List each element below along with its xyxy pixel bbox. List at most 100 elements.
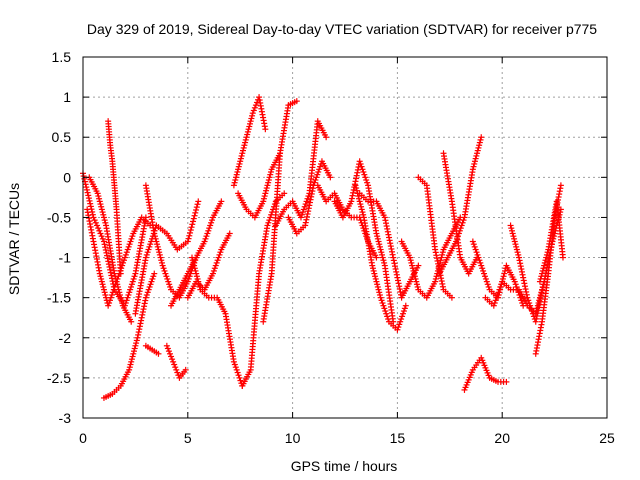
data-point-interp <box>375 286 382 293</box>
data-point-interp <box>498 281 505 288</box>
data-point <box>415 262 422 269</box>
data-point-interp <box>100 214 107 221</box>
y-tick-label: -3 <box>59 410 72 426</box>
data-point-interp <box>471 160 478 167</box>
data-point <box>184 278 191 285</box>
data-point-interp <box>164 275 171 282</box>
data-point-interp <box>479 265 486 272</box>
data-point-interp <box>130 350 137 357</box>
data-point-interp <box>481 270 488 277</box>
data-point <box>188 254 195 261</box>
data-point-interp <box>131 345 138 352</box>
data-point-interp <box>315 168 322 175</box>
data-point-interp <box>381 259 388 266</box>
data-point-interp <box>376 289 383 296</box>
data-point-interp <box>510 233 517 240</box>
data-point <box>170 358 177 365</box>
data-point-interp <box>130 275 137 282</box>
data-point <box>163 342 170 349</box>
data-point-interp <box>362 174 369 181</box>
data-point-interp <box>313 174 320 181</box>
data-point-interp <box>355 193 362 200</box>
data-point-interp <box>384 313 391 320</box>
data-point-interp <box>194 275 201 282</box>
data-point <box>536 278 543 285</box>
data-point-interp <box>95 225 102 232</box>
data-point-interp <box>459 219 466 226</box>
data-point-interp <box>190 218 197 225</box>
data-point-interp <box>103 249 110 256</box>
data-point-interp <box>363 177 370 184</box>
data-point-interp <box>155 246 162 253</box>
data-point <box>352 182 359 189</box>
data-point-interp <box>124 246 131 253</box>
data-point-interp <box>105 258 112 265</box>
axis-ticks <box>82 56 608 419</box>
data-point <box>94 190 101 197</box>
data-point <box>281 190 288 197</box>
data-point-interp <box>173 366 180 373</box>
data-point-interp <box>408 259 415 266</box>
data-point-interp <box>242 136 249 143</box>
data-point-interp <box>101 217 108 224</box>
y-tick-label: -1 <box>59 250 72 266</box>
data-point-interp <box>107 269 114 276</box>
data-point-interp <box>108 272 115 279</box>
data-point-interp <box>128 281 135 288</box>
data-point-interp <box>472 155 479 162</box>
data-point <box>201 238 208 245</box>
data-point-interp <box>357 160 364 167</box>
data-point-interp <box>237 155 244 162</box>
data-point-interp <box>409 265 416 272</box>
data-point-interp <box>99 281 106 288</box>
data-point-interp <box>433 273 440 280</box>
data-point <box>377 294 384 301</box>
data-point-interp <box>102 244 109 251</box>
data-point <box>373 254 380 261</box>
data-point-interp <box>529 308 536 315</box>
data-point <box>117 270 124 277</box>
data-point-interp <box>131 348 138 355</box>
data-point-interp <box>302 201 309 208</box>
data-point-interp <box>376 241 383 248</box>
data-point-interp <box>396 321 403 328</box>
data-point-interp <box>508 227 515 234</box>
data-point-interp <box>112 273 119 280</box>
data-point-interp <box>491 300 498 307</box>
data-point-interp <box>115 286 122 293</box>
data-point-interp <box>378 249 385 256</box>
data-point-interp <box>231 361 238 368</box>
data-point-interp <box>540 265 547 272</box>
data-point-interp <box>157 254 164 261</box>
data-point-interp <box>98 275 105 282</box>
data-point-interp <box>508 225 515 232</box>
data-point-interp <box>97 230 104 237</box>
data-point-interp <box>125 291 132 298</box>
data-point-interp <box>97 273 104 280</box>
data-point-interp <box>189 221 196 228</box>
data-point-interp <box>477 259 484 266</box>
data-point-interp <box>317 163 324 170</box>
data-point-interp <box>301 203 308 210</box>
data-point-interp <box>515 251 522 258</box>
data-point-interp <box>262 190 269 197</box>
data-point-interp <box>190 259 197 266</box>
data-point-interp <box>191 265 198 272</box>
data-point-interp <box>85 195 92 202</box>
data-point <box>142 294 149 301</box>
data-point-interp <box>244 128 251 135</box>
data-point-interp <box>214 257 221 264</box>
data-point <box>230 358 237 365</box>
data-point-interp <box>217 249 224 256</box>
data-point-interp <box>147 281 154 288</box>
data-point-interp <box>472 246 479 253</box>
data-point-interp <box>526 300 533 307</box>
data-point-interp <box>172 364 179 371</box>
data-point <box>151 230 158 237</box>
data-point-interp <box>413 278 420 285</box>
data-point-interp <box>117 294 124 301</box>
data-point-interp <box>233 366 240 373</box>
data-point <box>297 214 304 221</box>
data-point-interp <box>145 246 152 253</box>
data-point-interp <box>129 278 136 285</box>
